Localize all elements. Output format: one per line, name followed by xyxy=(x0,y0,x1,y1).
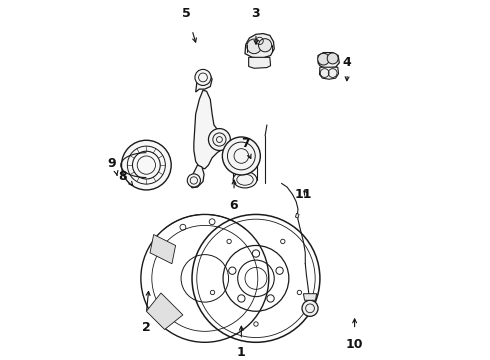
Polygon shape xyxy=(196,70,212,92)
Text: 5: 5 xyxy=(182,7,191,20)
Circle shape xyxy=(208,129,230,150)
Polygon shape xyxy=(147,293,183,329)
Polygon shape xyxy=(190,165,204,188)
Polygon shape xyxy=(319,67,339,79)
Circle shape xyxy=(247,39,262,54)
Polygon shape xyxy=(248,57,270,68)
Circle shape xyxy=(187,174,200,187)
Text: 10: 10 xyxy=(346,338,364,351)
Text: 2: 2 xyxy=(142,321,151,334)
Text: 1: 1 xyxy=(237,346,245,359)
Text: 8: 8 xyxy=(118,170,127,183)
Ellipse shape xyxy=(233,171,257,188)
Ellipse shape xyxy=(233,154,257,161)
Polygon shape xyxy=(194,90,230,169)
Polygon shape xyxy=(245,33,274,58)
Polygon shape xyxy=(318,53,339,68)
Text: 4: 4 xyxy=(343,56,352,69)
Circle shape xyxy=(318,53,329,65)
Text: 7: 7 xyxy=(241,137,249,150)
Circle shape xyxy=(302,300,318,316)
Polygon shape xyxy=(150,234,175,264)
Text: 9: 9 xyxy=(107,157,116,170)
Text: 11: 11 xyxy=(294,188,312,201)
Circle shape xyxy=(122,140,171,190)
Circle shape xyxy=(222,137,260,175)
Circle shape xyxy=(327,53,338,64)
Text: 6: 6 xyxy=(230,199,238,212)
Circle shape xyxy=(195,69,211,85)
Polygon shape xyxy=(295,213,299,218)
Polygon shape xyxy=(303,294,317,300)
Circle shape xyxy=(259,39,271,52)
Text: 3: 3 xyxy=(252,7,260,20)
